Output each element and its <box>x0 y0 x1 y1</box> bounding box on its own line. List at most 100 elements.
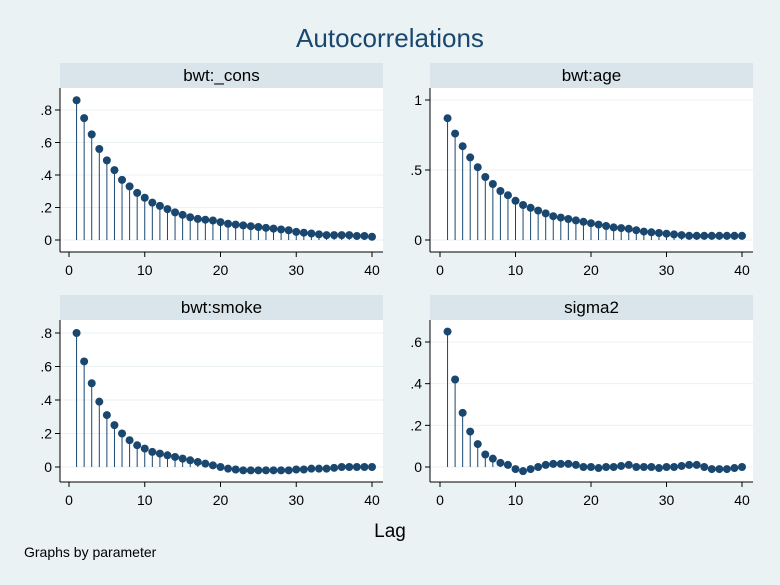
acf-point <box>519 201 528 209</box>
acf-point <box>700 463 709 471</box>
acf-point <box>602 463 611 471</box>
x-tick-label: 0 <box>65 492 73 508</box>
acf-point <box>556 459 565 468</box>
acf-point <box>72 329 81 337</box>
acf-point <box>216 463 225 471</box>
panel-title: bwt:smoke <box>181 298 262 317</box>
acf-point <box>186 213 195 222</box>
plot-area <box>60 88 383 252</box>
acf-point <box>360 231 369 240</box>
acf-point <box>541 209 550 218</box>
y-tick-label: 0 <box>44 232 52 248</box>
acf-point <box>541 460 550 469</box>
y-tick-label: 0 <box>414 459 422 475</box>
acf-point <box>95 145 104 153</box>
y-tick-label: .2 <box>40 200 52 216</box>
panel-3: bwt:smoke 0 .2 .4 .6 .8 0 10 20 30 40 <box>40 295 383 508</box>
y-tick-label: .6 <box>410 334 422 350</box>
acf-point <box>670 463 679 471</box>
acf-point <box>246 466 255 475</box>
acf-point <box>549 459 558 468</box>
acf-point <box>511 196 520 205</box>
acf-point <box>503 460 512 469</box>
acf-point <box>292 465 301 474</box>
x-tick-label: 0 <box>436 492 444 508</box>
acf-point <box>654 229 663 237</box>
acf-point <box>277 225 286 234</box>
acf-point <box>330 231 339 240</box>
x-axis-label: Lag <box>374 521 406 542</box>
acf-point <box>261 223 270 232</box>
y-tick-label: .4 <box>40 392 52 408</box>
acf-point <box>519 467 528 476</box>
acf-point <box>662 229 671 238</box>
acf-point <box>224 219 233 228</box>
acf-point <box>496 187 505 195</box>
acf-point <box>594 464 603 473</box>
acf-point <box>730 231 739 240</box>
acf-point <box>722 231 731 240</box>
acf-point <box>738 463 746 471</box>
acf-point <box>602 222 611 230</box>
acf-point <box>269 466 278 475</box>
acf-point <box>730 464 739 473</box>
x-tick-label: 10 <box>508 262 524 278</box>
acf-point <box>632 463 641 471</box>
acf-point <box>254 466 263 475</box>
x-tick-label: 30 <box>288 492 304 508</box>
acf-point <box>186 456 195 465</box>
acf-point <box>148 198 157 207</box>
acf-point <box>102 411 111 420</box>
panel-title: bwt:_cons <box>183 66 260 85</box>
panel-header <box>60 63 383 88</box>
acf-point <box>564 459 573 468</box>
acf-point <box>193 457 202 466</box>
acf-point <box>80 357 89 366</box>
y-tick-label: .6 <box>40 359 52 375</box>
acf-point <box>87 130 96 139</box>
panel-title: sigma2 <box>564 298 619 317</box>
acf-point <box>277 466 286 475</box>
panel-4: sigma2 0 .2 .4 .6 0 10 20 30 40 <box>410 295 753 508</box>
acf-point <box>307 229 316 238</box>
acf-point <box>654 464 663 473</box>
acf-point <box>239 221 248 230</box>
acf-point <box>488 180 497 188</box>
acf-point <box>368 232 376 241</box>
acf-point <box>292 227 301 236</box>
acf-point <box>231 465 240 474</box>
acf-point <box>208 216 217 225</box>
acf-point <box>239 466 248 475</box>
acf-point <box>624 460 633 469</box>
acf-point <box>269 224 278 233</box>
panel-1: bwt:_cons 0 .2 .4 .6 .8 0 10 20 30 40 <box>40 63 383 278</box>
y-tick-label: .2 <box>410 417 422 433</box>
acf-point <box>722 465 731 474</box>
acf-point <box>707 231 716 240</box>
acf-point <box>466 153 475 162</box>
acf-point <box>587 463 595 471</box>
acf-point <box>488 454 497 463</box>
acf-point <box>140 444 149 453</box>
acf-point <box>178 454 187 463</box>
acf-point <box>685 231 694 240</box>
acf-point <box>473 440 482 449</box>
x-tick-label: 0 <box>65 262 73 278</box>
acf-point <box>360 463 369 471</box>
y-tick-label: .8 <box>40 325 52 341</box>
acf-point <box>155 449 164 458</box>
y-tick-label: 0 <box>414 232 422 248</box>
acf-point <box>125 436 134 445</box>
acf-point <box>125 182 134 191</box>
acf-point <box>330 463 339 472</box>
panel-header <box>430 295 753 320</box>
acf-point <box>345 231 354 240</box>
acf-point <box>481 173 490 181</box>
acf-point <box>307 464 316 473</box>
acf-point <box>118 429 127 438</box>
acf-point <box>368 463 376 471</box>
acf-point <box>624 224 633 233</box>
x-tick-label: 20 <box>213 492 229 508</box>
acf-point <box>677 461 686 470</box>
acf-point <box>80 114 89 123</box>
